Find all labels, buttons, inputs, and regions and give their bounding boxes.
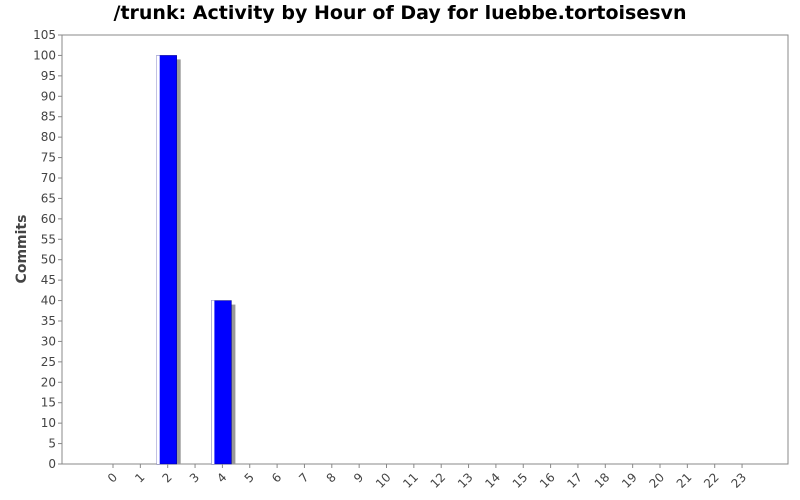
y-tick-label: 95 bbox=[41, 69, 56, 83]
x-tick-label: 18 bbox=[592, 470, 613, 491]
x-tick-label: 7 bbox=[296, 470, 311, 485]
y-tick-label: 45 bbox=[41, 273, 56, 287]
x-tick-label: 9 bbox=[351, 470, 366, 485]
x-tick-label: 16 bbox=[537, 470, 558, 491]
y-tick-label: 30 bbox=[41, 334, 56, 348]
chart-title: /trunk: Activity by Hour of Day for lueb… bbox=[113, 2, 687, 24]
y-tick-label: 80 bbox=[41, 130, 56, 144]
y-tick-label: 25 bbox=[41, 355, 56, 369]
x-tick-label: 2 bbox=[160, 470, 175, 485]
x-tick-label: 14 bbox=[482, 470, 503, 491]
x-axis-ticks: 0 1 2 3 4 5 6 7 8 9 10 11 12 13 14 15 16 17 18 19 20 21 22 23 bbox=[105, 464, 749, 491]
y-tick-label: 75 bbox=[41, 151, 56, 165]
y-tick-label: 85 bbox=[41, 110, 56, 124]
x-tick-label: 6 bbox=[269, 470, 284, 485]
y-tick-label: 20 bbox=[41, 375, 56, 389]
plot-frame bbox=[61, 34, 789, 465]
y-tick-label: 90 bbox=[41, 89, 56, 103]
x-tick-label: 3 bbox=[187, 470, 202, 485]
x-tick-label: 19 bbox=[619, 470, 640, 491]
y-tick-label: 10 bbox=[41, 416, 56, 430]
y-axis-label: Commits bbox=[14, 215, 30, 284]
x-tick-label: 17 bbox=[564, 470, 585, 491]
y-tick-label: 50 bbox=[41, 253, 56, 267]
x-tick-label: 5 bbox=[242, 470, 257, 485]
y-tick-label: 5 bbox=[48, 437, 56, 451]
x-tick-label: 8 bbox=[324, 470, 339, 485]
x-tick-label: 11 bbox=[400, 470, 421, 491]
y-tick-label: 35 bbox=[41, 314, 56, 328]
x-tick-label: 15 bbox=[510, 470, 531, 491]
y-axis-ticks: 0 5 10 15 20 25 30 35 40 45 50 55 60 65 70 75 80 85 90 95 10… bbox=[33, 28, 62, 471]
x-tick-label: 4 bbox=[214, 470, 229, 485]
x-tick-label: 21 bbox=[674, 470, 695, 491]
x-tick-label: 22 bbox=[701, 470, 722, 491]
y-tick-label: 105 bbox=[33, 28, 56, 42]
x-tick-label: 13 bbox=[455, 470, 476, 491]
y-tick-label: 65 bbox=[41, 191, 56, 205]
y-tick-label: 15 bbox=[41, 396, 56, 410]
bar-highlight bbox=[156, 55, 160, 465]
y-tick-label: 0 bbox=[48, 457, 56, 471]
bars bbox=[156, 55, 236, 465]
x-tick-label: 12 bbox=[428, 470, 449, 491]
x-tick-label: 1 bbox=[132, 470, 147, 485]
y-tick-label: 55 bbox=[41, 232, 56, 246]
y-tick-label: 70 bbox=[41, 171, 56, 185]
x-tick-label: 23 bbox=[728, 470, 749, 491]
x-tick-label: 10 bbox=[373, 470, 394, 491]
x-tick-label: 0 bbox=[105, 470, 120, 485]
y-tick-label: 100 bbox=[33, 48, 56, 62]
y-tick-label: 40 bbox=[41, 294, 56, 308]
bar-highlight bbox=[211, 300, 215, 464]
x-tick-label: 20 bbox=[646, 470, 667, 491]
y-tick-label: 60 bbox=[41, 212, 56, 226]
